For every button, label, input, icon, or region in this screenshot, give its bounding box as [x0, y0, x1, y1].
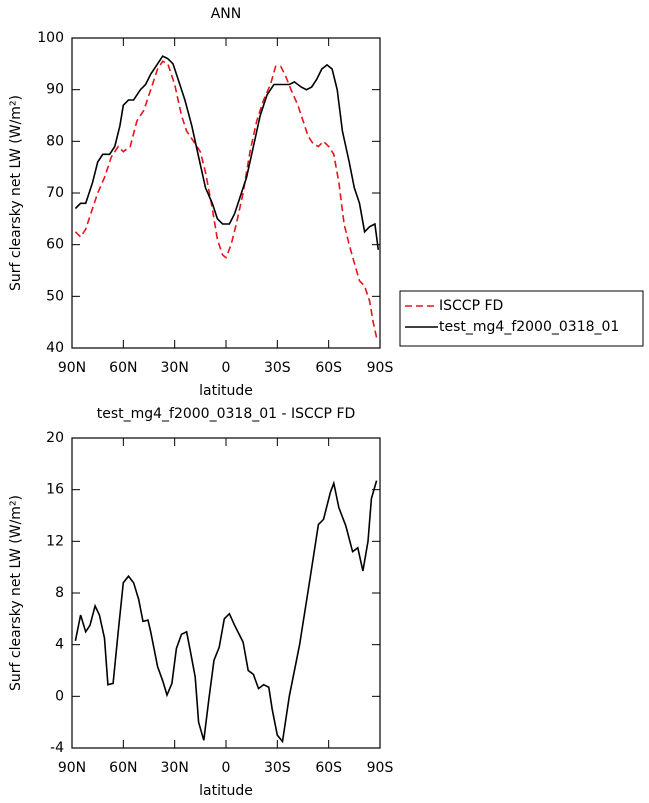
chart-title: ANN: [211, 6, 242, 22]
x-tick-label: 60N: [109, 760, 137, 776]
y-tick-label: 4: [55, 637, 64, 653]
y-tick-label: 20: [46, 430, 64, 446]
x-tick-label: 90S: [367, 360, 394, 376]
y-tick-label: 0: [55, 688, 64, 704]
x-tick-label: 30S: [264, 760, 291, 776]
x-tick-label: 90S: [367, 760, 394, 776]
y-tick-label: 40: [46, 340, 64, 356]
y-tick-label: 70: [46, 185, 64, 201]
y-tick-label: 16: [46, 482, 64, 498]
x-axis-label: latitude: [199, 383, 253, 399]
y-tick-label: 60: [46, 237, 64, 253]
data-line: [74, 480, 378, 744]
y-axis-label: Surf clearsky net LW (W/m²): [8, 95, 24, 291]
y-tick-label: 50: [46, 288, 64, 304]
plot-frame: [71, 437, 381, 749]
legend-box: [399, 290, 644, 347]
legend-label: test_mg4_f2000_0318_01: [439, 319, 619, 335]
x-tick-label: 60S: [315, 360, 342, 376]
x-tick-label: 60N: [109, 360, 137, 376]
x-tick-label: 90N: [58, 760, 86, 776]
x-tick-label: 30N: [161, 760, 189, 776]
y-tick-label: -4: [50, 740, 64, 756]
x-tick-label: 60S: [315, 760, 342, 776]
x-tick-label: 90N: [58, 360, 86, 376]
y-axis-label: Surf clearsky net LW (W/m²): [8, 495, 24, 691]
x-axis-label: latitude: [199, 783, 253, 799]
plot-frame: [71, 37, 381, 349]
x-tick-label: 0: [222, 760, 231, 776]
y-tick-label: 90: [46, 82, 64, 98]
chart-title: test_mg4_f2000_0318_01 - ISCCP FD: [97, 406, 356, 422]
y-tick-label: 8: [55, 585, 64, 601]
legend-label: ISCCP FD: [439, 298, 503, 314]
x-tick-label: 30N: [161, 360, 189, 376]
x-tick-label: 30S: [264, 360, 291, 376]
y-tick-label: 80: [46, 133, 64, 149]
y-tick-label: 12: [46, 533, 64, 549]
x-tick-label: 0: [222, 360, 231, 376]
data-line: [74, 60, 378, 338]
data-line: [74, 55, 380, 250]
y-tick-label: 100: [37, 30, 64, 46]
